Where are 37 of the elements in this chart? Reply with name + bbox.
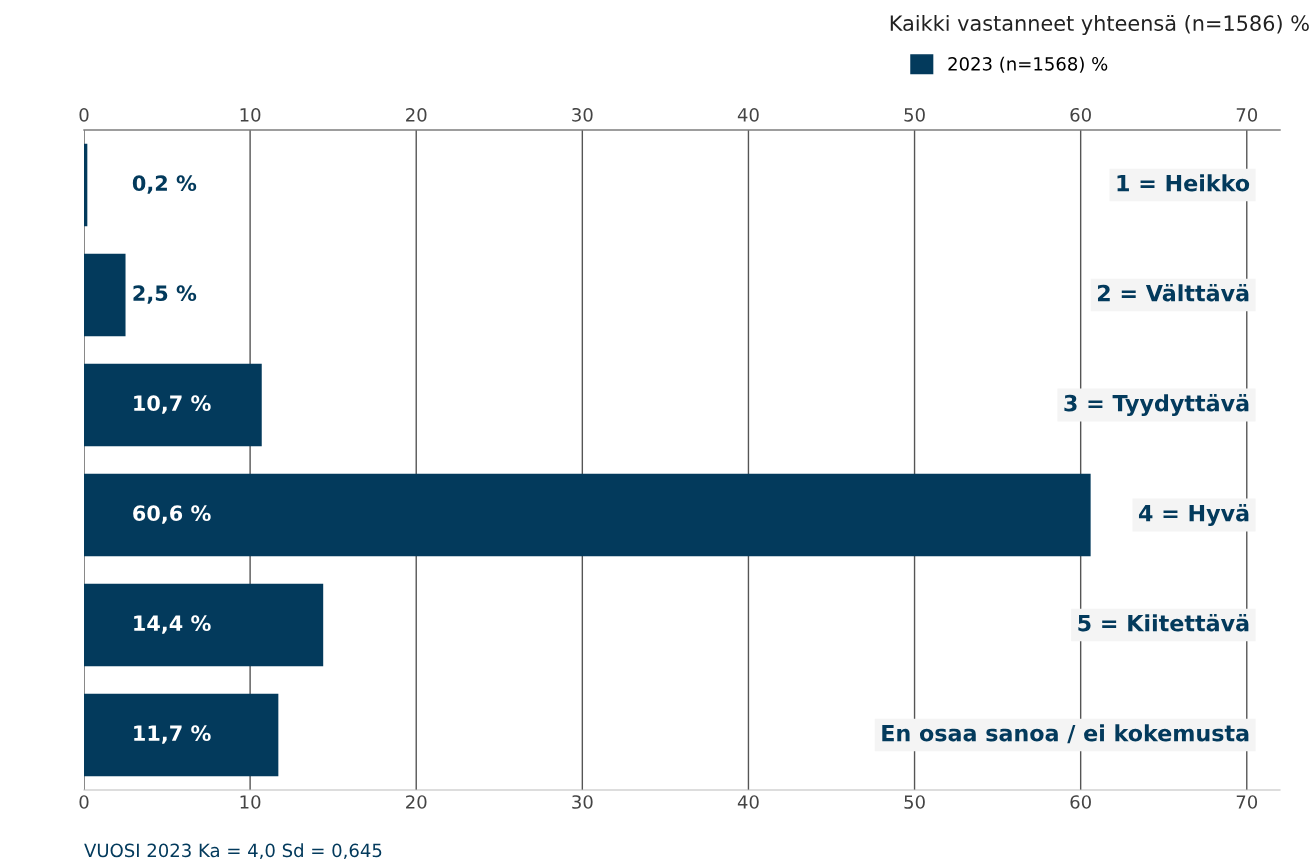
text: VUOSI 2023 Ka = 4,0 Sd = 0,645: [84, 843, 382, 860]
y-tick-label: 4 = Hyvä: [1138, 504, 1249, 526]
data-label: 11,7 %: [134, 725, 211, 744]
y-tick-label: 3 = Tyydyttävä: [1064, 394, 1249, 416]
y-tick-label: En osaa sanoa / ei kokemusta: [882, 724, 1249, 744]
data-label: 2,5 %: [133, 285, 197, 304]
x2-tick-label: 70: [1236, 107, 1258, 122]
bar: [84, 253, 126, 337]
x-tick-label: 40: [737, 795, 759, 809]
data-label: 0,2 %: [132, 175, 197, 194]
chart-title: Kaikki vastanneet yhteensä (n=1586) %: [890, 14, 1309, 36]
x2-tick-label: 10: [240, 107, 261, 122]
x-tick-label: 50: [904, 795, 925, 809]
data-label: 60,6 %: [133, 505, 211, 524]
x-tick-label: 0: [79, 795, 89, 809]
data-label: 14,4 %: [134, 615, 211, 634]
y-tick-label: 2 = Välttävä: [1097, 283, 1249, 302]
bar: [84, 363, 262, 447]
x2-tick-label: 60: [1070, 107, 1091, 122]
y-tick-label: 1 = Heikko: [1117, 174, 1250, 192]
x2-tick-label: 40: [737, 107, 759, 122]
y-tick-label: 5 = Kiitettävä: [1078, 613, 1249, 632]
x2-tick-label: 20: [406, 107, 427, 122]
legend-label: 2023 (n=1568) %: [948, 56, 1108, 73]
x2-tick-label: 30: [572, 107, 593, 122]
x-tick-label: 20: [406, 795, 427, 809]
x-tick-label: 70: [1236, 795, 1258, 809]
bar: [84, 473, 1091, 557]
x2-tick-label: 50: [904, 107, 925, 122]
x2-tick-label: 0: [79, 107, 89, 122]
x-tick-label: 30: [572, 795, 593, 809]
data-label: 10,7 %: [134, 395, 211, 414]
x-tick-label: 60: [1070, 795, 1091, 809]
x-tick-label: 10: [240, 795, 261, 809]
bar: [84, 693, 279, 777]
bar: [84, 143, 88, 227]
bar: [84, 583, 324, 667]
